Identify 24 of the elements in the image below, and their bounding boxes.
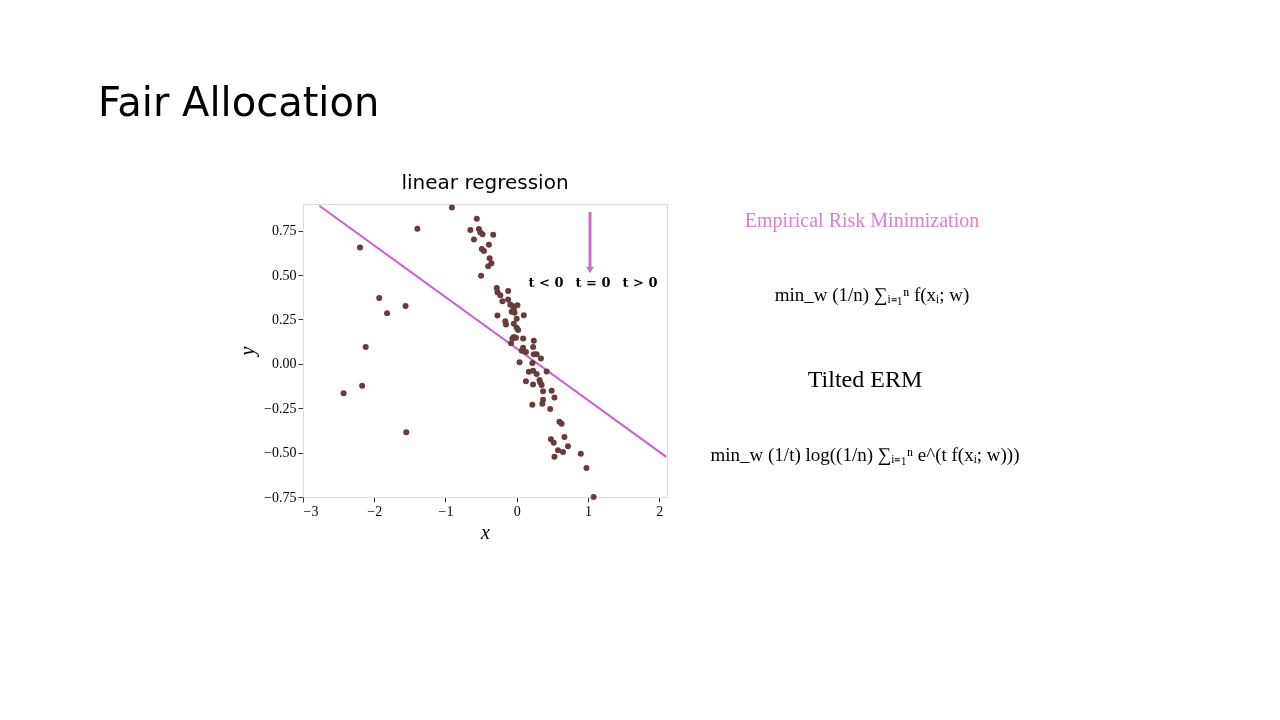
y-tick-label: 0.50 — [272, 267, 297, 283]
text: Tilted ERM — [807, 366, 923, 392]
x-tick-label: 0 — [513, 503, 521, 519]
text: min_w (1/n) ∑ᵢ₌₁ⁿ f(xᵢ; w) — [774, 284, 970, 306]
y-tick-label: −0.75 — [264, 489, 297, 505]
text: Empirical Risk Minimization — [744, 209, 980, 232]
annotation: t > 0 — [622, 275, 658, 290]
text: min_w (1/t) log((1/n) ∑ᵢ₌₁ⁿ e^(t f(xᵢ; w))) — [710, 444, 1020, 466]
chart-title: Fair Allocation — [98, 79, 380, 125]
y-tick-label: 0.75 — [272, 223, 297, 239]
y-tick-label: 0.00 — [272, 356, 297, 372]
y-tick-label: 0.25 — [272, 311, 297, 327]
y-axis-title: y — [236, 346, 260, 358]
annotation: t < 0 — [528, 275, 564, 290]
x-tick-label: 1 — [584, 503, 592, 519]
annotation: t = 0 — [575, 275, 611, 290]
x-tick-label: −1 — [438, 503, 454, 519]
x-axis-title: x — [480, 520, 491, 543]
y-tick-label: −0.25 — [264, 400, 297, 416]
y-tick-label: −0.50 — [264, 445, 297, 461]
x-tick-label: −3 — [303, 503, 319, 519]
x-tick-label: 2 — [656, 503, 664, 519]
x-tick-label: −2 — [367, 503, 383, 519]
chart-subtitle: linear regression — [401, 170, 569, 194]
